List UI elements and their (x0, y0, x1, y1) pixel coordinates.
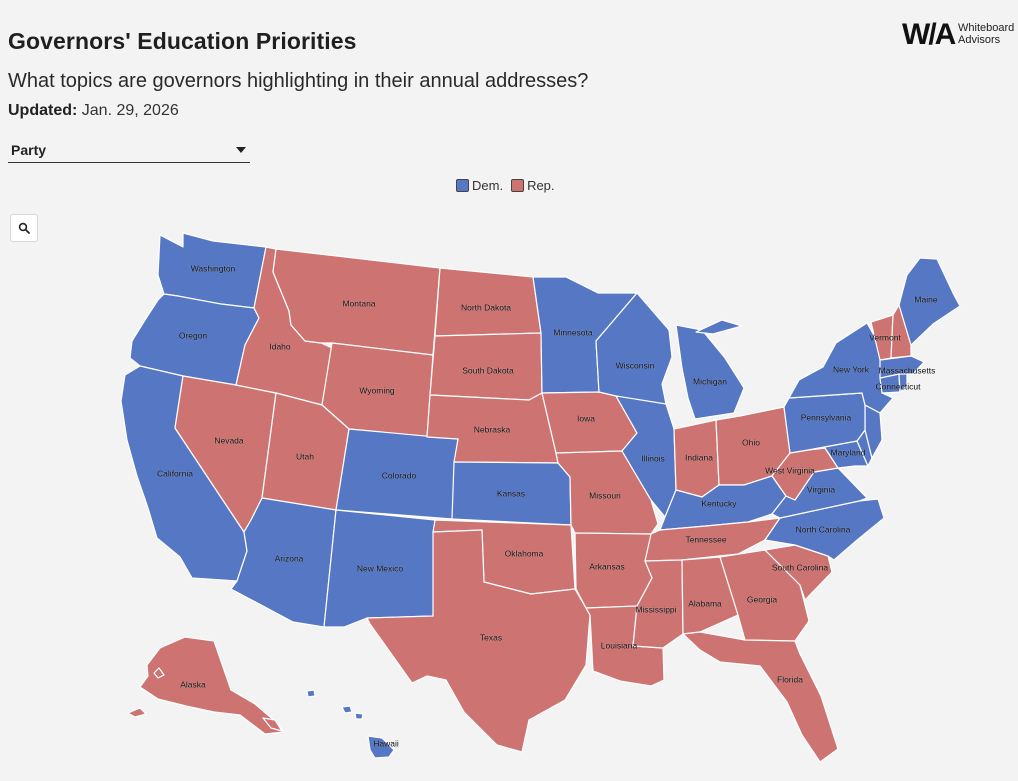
state-label-sc: South Carolina (772, 562, 829, 572)
updated-date: Updated: Jan. 29, 2026 (8, 102, 179, 120)
state-label-or: Oregon (179, 330, 208, 340)
zoom-button[interactable] (10, 214, 38, 242)
state-label-in: Indiana (685, 452, 713, 462)
state-hi-island-2[interactable] (354, 712, 364, 720)
state-mi[interactable] (675, 324, 745, 420)
chevron-down-icon (236, 147, 246, 153)
state-label-me: Maine (914, 294, 937, 304)
state-wi[interactable] (595, 292, 673, 411)
category-dropdown[interactable]: Party (8, 138, 250, 163)
logo-text: Whiteboard Advisors (958, 22, 1014, 46)
state-label-vt: Vermont (869, 332, 901, 342)
legend-item-rep: Rep. (511, 178, 555, 193)
state-ak-island-1[interactable] (127, 707, 147, 718)
state-ak[interactable] (139, 636, 285, 735)
state-label-fl: Florida (777, 674, 803, 684)
state-label-hi: Hawaii (373, 738, 399, 748)
state-label-co: Colorado (382, 470, 417, 480)
state-label-ky: Kentucky (702, 498, 738, 508)
state-fl[interactable] (682, 631, 839, 763)
page-subtitle: What topics are governors highlighting i… (8, 70, 589, 92)
state-label-la: Louisiana (601, 640, 638, 650)
state-label-va: Virginia (807, 484, 835, 494)
state-hi-island-3[interactable] (306, 689, 316, 698)
state-label-az: Arizona (275, 553, 304, 563)
legend-label-dem: Dem. (472, 178, 504, 193)
updated-value: Jan. 29, 2026 (81, 102, 179, 119)
state-label-nc: North Carolina (796, 524, 851, 534)
map-legend: Dem. Rep. (456, 178, 555, 193)
state-al[interactable] (681, 556, 739, 635)
state-label-wa: Washington (191, 263, 236, 273)
updated-label: Updated: (8, 102, 78, 119)
legend-label-rep: Rep. (527, 178, 555, 193)
state-me[interactable] (898, 257, 961, 346)
state-label-wi: Wisconsin (616, 360, 655, 370)
state-label-ms: Mississippi (635, 604, 676, 614)
state-label-id: Idaho (269, 341, 291, 351)
state-label-md: Maryland (831, 447, 866, 457)
state-tx[interactable] (366, 529, 591, 753)
state-label-ca: California (157, 468, 193, 478)
logo-line-2: Advisors (958, 34, 1001, 46)
state-label-ma: Massachusetts (879, 365, 936, 375)
state-mi-upper[interactable] (695, 319, 743, 335)
state-label-nv: Nevada (214, 435, 244, 445)
logo-mark: W/A (902, 18, 956, 51)
state-label-ia: Iowa (577, 413, 595, 423)
state-label-tn: Tennessee (685, 534, 726, 544)
whiteboard-advisors-logo: W/A Whiteboard Advisors (902, 18, 1014, 58)
state-label-mt: Montana (342, 298, 375, 308)
dropdown-selected-value: Party (11, 142, 47, 158)
state-nh[interactable] (890, 304, 912, 359)
state-label-ne: Nebraska (474, 424, 511, 434)
state-label-al: Alabama (688, 598, 722, 608)
legend-item-dem: Dem. (456, 178, 503, 193)
page-title: Governors' Education Priorities (8, 28, 357, 54)
state-label-ny: New York (833, 364, 870, 374)
legend-swatch-dem (456, 179, 469, 192)
logo-line-1: Whiteboard (958, 22, 1015, 34)
state-label-ut: Utah (296, 451, 314, 461)
state-label-wy: Wyoming (359, 385, 395, 395)
state-label-nd: North Dakota (461, 302, 511, 312)
state-label-oh: Ohio (742, 437, 760, 447)
state-label-pa: Pennsylvania (801, 412, 852, 422)
state-label-ks: Kansas (497, 488, 525, 498)
state-label-tx: Texas (480, 632, 502, 642)
state-label-ar: Arkansas (589, 561, 624, 571)
state-label-nm: New Mexico (357, 563, 404, 573)
state-ak-panhandle[interactable] (262, 717, 283, 732)
state-hi-island-1[interactable] (341, 705, 353, 714)
state-label-ga: Georgia (747, 594, 778, 604)
state-label-mi: Michigan (693, 376, 727, 386)
state-il[interactable] (615, 395, 677, 518)
state-label-mn: Minnesota (553, 327, 592, 337)
state-label-ak: Alaska (180, 679, 206, 689)
search-icon (18, 222, 30, 234)
state-label-ct: Connecticut (876, 381, 922, 391)
state-label-ok: Oklahoma (505, 548, 544, 558)
state-hi[interactable] (367, 735, 395, 759)
state-label-mo: Missouri (589, 490, 621, 500)
legend-swatch-rep (511, 179, 525, 192)
state-label-sd: South Dakota (462, 365, 514, 375)
state-label-il: Illinois (641, 453, 665, 463)
state-label-wv: West Virginia (765, 465, 815, 475)
state-ak-island-2[interactable] (153, 667, 165, 679)
